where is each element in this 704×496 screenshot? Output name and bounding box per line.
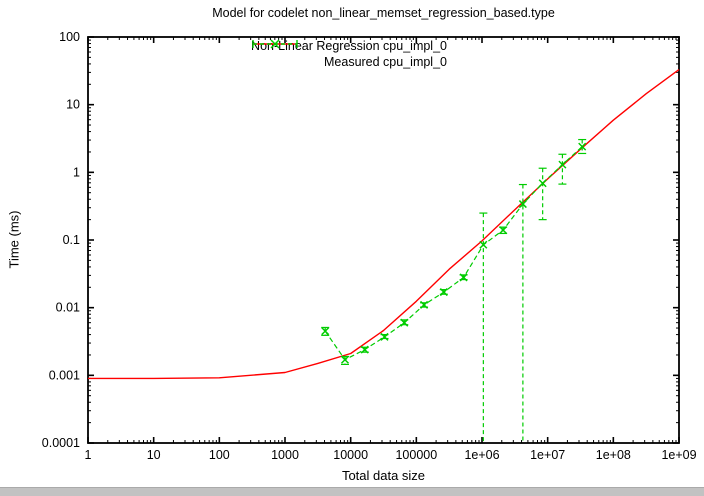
y-tick-label: 0.001 [49,368,80,382]
y-tick-label: 1 [73,165,80,179]
x-tick-label: 1000 [271,448,299,462]
measured-point [518,200,527,209]
measured-point [558,160,567,169]
measured-point [538,179,547,188]
x-tick-label: 1e+07 [530,448,565,462]
y-tick-label: 0.01 [56,301,80,315]
measured-point [420,300,429,309]
measured-point [321,327,330,336]
legend-label-measured: Measured cpu_impl_0 [324,55,447,69]
x-tick-label: 10000 [333,448,368,462]
chart-title: Model for codelet non_linear_memset_regr… [212,6,555,20]
measured-point [499,226,508,235]
x-tick-label: 1e+06 [464,448,499,462]
measured-point [439,288,448,297]
measured-point [380,332,389,341]
legend-label-model: Non-Linear Regression cpu_impl_0 [251,39,447,53]
y-axis-label: Time (ms) [6,210,22,269]
x-tick-label: 1e+08 [596,448,631,462]
measured-errorbar-swatch-icon [252,39,298,49]
legend: Non-Linear Regression cpu_impl_0 Measure… [251,38,447,70]
measured-series [321,138,587,443]
x-tick-label: 100000 [395,448,437,462]
measured-point [340,355,350,364]
y-tick-label: 0.0001 [42,436,80,450]
x-tick-label: 100 [209,448,230,462]
measured-point [360,345,369,354]
x-tick-label: 10 [147,448,161,462]
y-tick-label: 0.1 [63,233,80,247]
y-tick-label: 10 [66,98,80,112]
x-axis-label: Total data size [341,468,426,483]
legend-item-measured: Measured cpu_impl_0 [251,39,447,70]
bottom-scrollbar[interactable] [0,487,704,496]
x-tick-label: 1e+09 [661,448,696,462]
measured-point [400,318,409,327]
axes: 1 10 100 1000 10000 100000 1e+06 1e+07 1e+08 1e+0… [42,30,697,462]
y-tick-label: 100 [59,30,80,44]
measured-point [459,273,468,282]
model-curve [88,69,680,380]
x-tick-label: 1 [85,448,92,462]
measured-point [578,142,587,151]
measured-point [479,240,488,249]
